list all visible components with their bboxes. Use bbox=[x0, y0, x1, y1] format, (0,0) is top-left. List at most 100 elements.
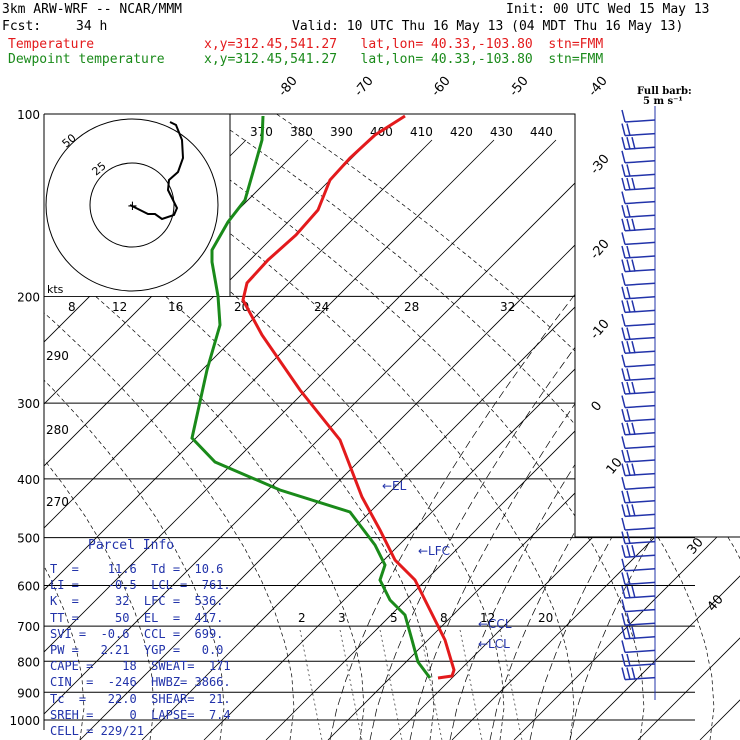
isotherm-line bbox=[327, 139, 740, 740]
scale-label: 24 bbox=[314, 300, 329, 314]
barb-legend-units: 5 m s⁻¹ bbox=[643, 96, 683, 107]
isotherm-label: -20 bbox=[588, 237, 613, 263]
barb-flag bbox=[626, 205, 631, 218]
theta-left-label: 270 bbox=[46, 495, 69, 509]
hodograph-trace bbox=[129, 121, 185, 221]
wind-barb bbox=[621, 545, 656, 558]
wind-barb bbox=[621, 327, 656, 341]
mixing-ratio-line bbox=[459, 629, 483, 740]
dry-adiabat bbox=[44, 114, 155, 740]
isotherm-label: -30 bbox=[588, 152, 613, 178]
wind-barb bbox=[621, 477, 656, 490]
barb-flag bbox=[621, 449, 626, 463]
model-title: 3km ARW-WRF -- NCAR/MMM bbox=[2, 2, 183, 17]
isotherm-line bbox=[513, 139, 740, 740]
moist-adiabat bbox=[369, 139, 740, 740]
barb-flag bbox=[626, 653, 631, 667]
wind-barb bbox=[621, 123, 656, 137]
barb-flag bbox=[621, 109, 626, 123]
barb-flag bbox=[626, 422, 631, 435]
barb-flag bbox=[631, 341, 636, 354]
hodograph-center: + bbox=[127, 199, 138, 214]
barb-flag bbox=[621, 409, 626, 422]
wind-barb bbox=[621, 313, 656, 327]
barb-flag bbox=[621, 273, 626, 286]
barb-flag bbox=[626, 409, 631, 422]
dewpoint-legend: Dewpoint temperature bbox=[8, 52, 165, 67]
isotherm-line bbox=[44, 139, 619, 740]
wind-barb bbox=[621, 341, 656, 354]
isotherm-label: -80 bbox=[276, 74, 301, 100]
wind-barb bbox=[621, 205, 656, 218]
wind-barb bbox=[621, 368, 656, 382]
barb-flag bbox=[621, 123, 626, 136]
parcel-info-row: TT = 50 EL = 417. bbox=[50, 610, 224, 625]
forecast-label: Fcst: bbox=[2, 19, 42, 34]
barb-flag bbox=[621, 354, 626, 367]
dry-adiabat bbox=[44, 114, 225, 740]
wind-barb bbox=[621, 218, 656, 232]
barb-staff bbox=[624, 160, 656, 164]
barb-flag bbox=[621, 368, 626, 381]
isotherm-label: 0 bbox=[589, 399, 606, 415]
temperature-legend: Temperature bbox=[8, 37, 95, 52]
barb-staff bbox=[624, 486, 656, 490]
isotherm-line bbox=[699, 139, 740, 740]
plot-frame bbox=[44, 113, 740, 538]
barb-flag bbox=[631, 504, 636, 517]
isotherm-label: 40 bbox=[705, 592, 727, 614]
barb-flag bbox=[621, 150, 626, 163]
barb-staff bbox=[624, 282, 656, 286]
barb-flag bbox=[626, 531, 631, 544]
parcel-info-title: Parcel Info bbox=[88, 538, 175, 553]
barb-flag bbox=[626, 613, 631, 626]
mixing-ratio-line bbox=[499, 629, 523, 740]
isotherm-label: 30 bbox=[685, 535, 707, 557]
barb-flag bbox=[621, 490, 626, 503]
wind-barb bbox=[621, 150, 656, 164]
barb-flag bbox=[626, 368, 631, 381]
mixing-ratio-label: 12 bbox=[480, 611, 495, 625]
scale-label: 16 bbox=[168, 300, 183, 314]
barb-flag bbox=[621, 395, 626, 408]
dry-adiabat bbox=[44, 114, 365, 740]
barb-flag bbox=[631, 626, 636, 639]
barb-flag bbox=[621, 137, 626, 150]
barb-flag bbox=[626, 259, 631, 272]
barb-flag bbox=[626, 218, 631, 231]
theta-label: 430 bbox=[490, 125, 513, 139]
dry-adiabat bbox=[45, 114, 575, 740]
barb-flag bbox=[621, 422, 626, 435]
isotherm-label: -70 bbox=[352, 74, 377, 100]
wind-barb bbox=[621, 463, 656, 477]
wind-barb bbox=[621, 137, 656, 150]
barb-flag bbox=[621, 436, 626, 449]
barb-flag bbox=[621, 545, 626, 558]
barb-flag bbox=[621, 313, 626, 327]
wind-barb bbox=[621, 422, 656, 436]
scale-label: 32 bbox=[500, 300, 515, 314]
wind-barb bbox=[621, 245, 656, 259]
level-marker: ←EL bbox=[382, 479, 407, 493]
barb-staff bbox=[624, 364, 656, 368]
mixing-ratio-line bbox=[419, 629, 443, 740]
theta-label: 420 bbox=[450, 125, 473, 139]
parcel-info-row: T = 11.6 Td = 10.6 bbox=[50, 562, 224, 576]
isotherm-line bbox=[44, 139, 433, 740]
pressure-label: 1000 bbox=[9, 714, 40, 728]
barb-flag bbox=[626, 341, 631, 354]
dry-adiabat bbox=[44, 114, 435, 740]
barb-flag bbox=[626, 286, 631, 299]
mixing-ratio-line bbox=[339, 629, 363, 740]
barb-legend-title: Full barb: bbox=[637, 86, 692, 97]
temperature-location: x,y=312.45,541.27 lat,lon= 40.33,-103.80… bbox=[204, 37, 604, 52]
mixing-ratio-label: 5 bbox=[390, 611, 398, 625]
pressure-label: 900 bbox=[17, 686, 40, 700]
parcel-info-row: LI = -0.5 LCL = 761. bbox=[50, 578, 231, 593]
isotherm-label: -60 bbox=[429, 74, 454, 100]
barb-flag bbox=[626, 177, 631, 191]
barb-flag bbox=[631, 545, 636, 558]
dry-adiabat bbox=[44, 114, 505, 740]
barb-flag bbox=[621, 477, 626, 490]
pressure-label: 400 bbox=[17, 473, 40, 487]
